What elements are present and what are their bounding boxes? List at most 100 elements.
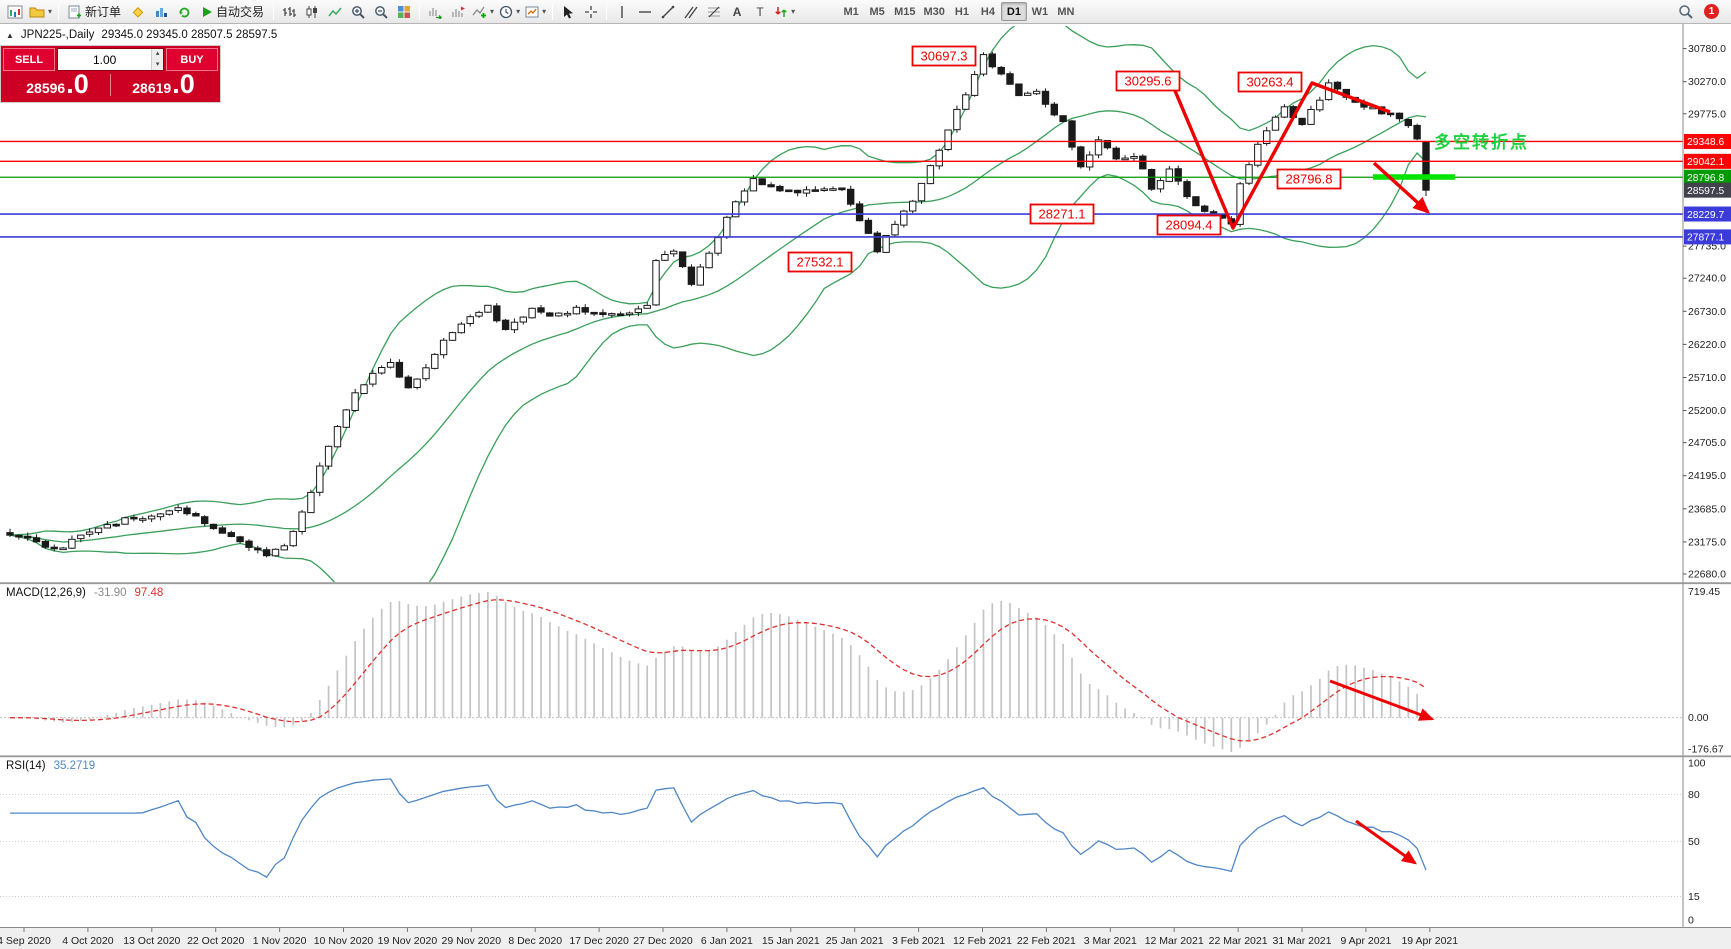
rsi-direction-arrow[interactable] (1355, 819, 1417, 865)
date-label: 3 Feb 2021 (892, 935, 945, 947)
periods-button[interactable]: ▾ (497, 2, 522, 22)
macd-direction-arrow[interactable] (1329, 679, 1435, 721)
price-annotation-box[interactable] (1237, 71, 1303, 93)
macd-scale-label: 0.00 (1688, 712, 1709, 724)
timeframe-button-m15[interactable]: M15 (894, 5, 916, 18)
metaeditor-icon[interactable] (127, 2, 149, 22)
label-tool-icon[interactable]: T (756, 4, 764, 19)
bull-bear-turning-point-label: 多空转折点 (1434, 133, 1529, 152)
price-tick-label: 29775.0 (1688, 108, 1726, 120)
line-chart-icon[interactable] (324, 2, 346, 22)
rsi-scale-label: 100 (1688, 758, 1706, 770)
zoom-in-icon[interactable] (347, 2, 369, 22)
price-annotation-box[interactable] (1276, 168, 1342, 190)
price-annotation-box[interactable] (1115, 70, 1181, 92)
cursor-icon[interactable] (557, 2, 579, 22)
rsi-panel-plot[interactable] (0, 778, 1683, 897)
search-icon[interactable] (1674, 2, 1696, 22)
date-label: 8 Dec 2020 (508, 935, 562, 947)
templates-button[interactable]: ▾ (523, 2, 548, 22)
timeframe-button-m5[interactable]: M5 (869, 5, 885, 18)
new-order-button[interactable]: 新订单 (63, 2, 126, 22)
timeframe-button-h4[interactable]: H4 (980, 5, 995, 18)
tile-windows-icon[interactable] (393, 2, 415, 22)
price-tick-label: 23175.0 (1688, 536, 1726, 548)
price-annotation-box[interactable] (1156, 214, 1222, 236)
price-tick-label: 30270.0 (1688, 76, 1726, 88)
macd-scale-label: -176.67 (1688, 744, 1724, 756)
date-label: 22 Feb 2021 (1017, 935, 1076, 947)
date-axis[interactable] (0, 927, 1731, 949)
price-divider (110, 74, 111, 96)
timeframe-button-m30[interactable]: M30 (923, 5, 945, 18)
indicators-button[interactable]: ▾ (470, 2, 496, 22)
price-tick-label: 26220.0 (1688, 339, 1726, 351)
chart-shift-icon[interactable] (447, 2, 469, 22)
volume-increase-button[interactable]: ▴ (152, 49, 163, 60)
price-annotation-box[interactable] (1029, 203, 1095, 225)
date-label: 17 Dec 2020 (569, 935, 629, 947)
bid-price: 28596.0 (26, 69, 89, 99)
new-chart-icon[interactable] (4, 2, 26, 22)
timeframe-button-h1[interactable]: H1 (954, 5, 969, 18)
text-tool-icon[interactable]: A (732, 4, 742, 19)
history-center-icon[interactable] (150, 2, 172, 22)
ohlc-values: 29345.0 29345.0 28507.5 28597.5 (101, 29, 278, 41)
date-label: 1 Nov 2020 (253, 935, 307, 947)
buy-button[interactable]: BUY (166, 48, 218, 71)
price-tick-label: 24705.0 (1688, 437, 1726, 449)
arrows-tool-icon[interactable]: ▾ (772, 2, 797, 22)
chart-title: ▲ JPN225-,Daily 29345.0 29345.0 28507.5 … (6, 29, 277, 41)
horizontal-line-icon[interactable] (634, 2, 656, 22)
price-tick-label: 30780.0 (1688, 43, 1726, 55)
fibonacci-icon[interactable] (703, 2, 725, 22)
zoom-out-icon[interactable] (370, 2, 392, 22)
new-order-label: 新订单 (85, 5, 122, 19)
timeframe-button-d1[interactable]: D1 (1000, 2, 1027, 21)
volume-stepper: ▴ ▾ (57, 48, 164, 71)
notification-badge[interactable]: 1 (1704, 4, 1719, 19)
main-chart-plot[interactable] (6, 12, 1430, 618)
timeframe-button-mn[interactable]: MN (1057, 5, 1075, 18)
volume-decrease-button[interactable]: ▾ (152, 59, 163, 70)
sell-direction-arrow[interactable] (1372, 161, 1431, 214)
toolbar-right-group: 1 (1674, 2, 1727, 22)
bollinger-band (9, 110, 1427, 543)
macd-label: MACD(12,26,9) -31.90 97.48 (6, 587, 164, 599)
autotrading-button[interactable]: 自动交易 (196, 2, 269, 22)
chevron-down-icon: ▾ (48, 7, 53, 16)
price-badge (1684, 169, 1731, 185)
autoscroll-icon[interactable] (424, 2, 446, 22)
candlestick-chart-icon[interactable] (301, 2, 323, 22)
trend-zigzag-line[interactable] (1171, 81, 1391, 230)
price-badge-label: 27877.1 (1687, 233, 1724, 244)
symbol-collapse-icon[interactable]: ▲ (6, 30, 14, 40)
macd-panel-plot[interactable] (0, 592, 1683, 752)
profiles-icon[interactable]: ▾ (27, 2, 54, 22)
price-annotation-label: 27532.1 (797, 254, 844, 269)
sell-button[interactable]: SELL (3, 48, 55, 71)
price-tick-label: 27240.0 (1688, 273, 1726, 285)
crosshair-icon[interactable] (580, 2, 602, 22)
bar-chart-icon[interactable] (278, 2, 300, 22)
trendline-icon[interactable] (657, 2, 679, 22)
volume-input[interactable] (58, 49, 152, 70)
price-annotation-box[interactable] (911, 45, 977, 67)
price-annotation-box[interactable] (787, 251, 853, 273)
refresh-icon[interactable] (173, 2, 195, 22)
timeframe-button-w1[interactable]: W1 (1031, 5, 1049, 18)
toolbar-separator (606, 3, 608, 20)
symbol-period-label: JPN225-,Daily (20, 29, 95, 41)
channel-icon[interactable] (680, 2, 702, 22)
date-label: 12 Feb 2021 (953, 935, 1012, 947)
price-tick-label: 26730.0 (1688, 306, 1726, 318)
timeframe-button-m1[interactable]: M1 (843, 5, 859, 18)
price-annotation-label: 30697.3 (921, 48, 968, 63)
vertical-line-icon[interactable] (611, 2, 633, 22)
date-label: 31 Mar 2021 (1273, 935, 1332, 947)
price-tick-label: 24195.0 (1688, 470, 1726, 482)
date-label: 3 Mar 2021 (1084, 935, 1137, 947)
price-annotation-label: 28796.8 (1286, 171, 1333, 186)
